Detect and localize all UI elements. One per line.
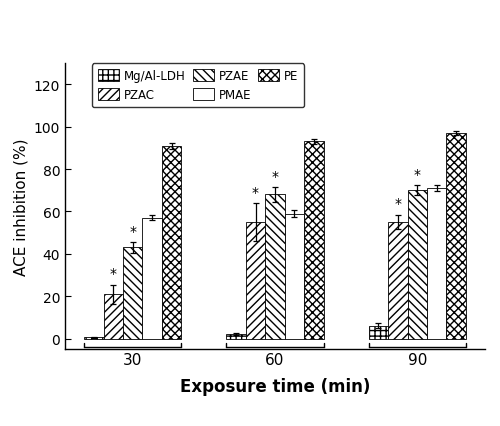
Bar [266,195,284,339]
Bar [388,222,407,339]
Text: *: * [394,197,402,211]
Y-axis label: ACE inhibition (%): ACE inhibition (%) [13,138,28,275]
Bar [226,334,246,339]
Text: 60: 60 [266,352,284,368]
Text: *: * [110,267,117,281]
Bar [304,142,324,339]
Bar [123,248,142,339]
Bar [246,222,266,339]
Text: *: * [130,225,136,238]
Bar [142,218,162,339]
Bar [427,189,446,339]
Bar [162,147,182,339]
Text: *: * [414,167,420,181]
Bar [446,134,466,339]
Bar [104,294,123,339]
Bar [84,338,103,339]
Text: 30: 30 [123,352,142,368]
Text: 90: 90 [408,352,427,368]
Bar [284,214,304,339]
Bar [408,191,427,339]
Bar [368,326,388,339]
Legend: Mg/Al-LDH, PZAC, PZAE, PMAE, PE: Mg/Al-LDH, PZAC, PZAE, PMAE, PE [92,64,304,108]
Text: Exposure time (min): Exposure time (min) [180,377,370,395]
Text: *: * [272,170,278,183]
Text: *: * [252,185,259,199]
